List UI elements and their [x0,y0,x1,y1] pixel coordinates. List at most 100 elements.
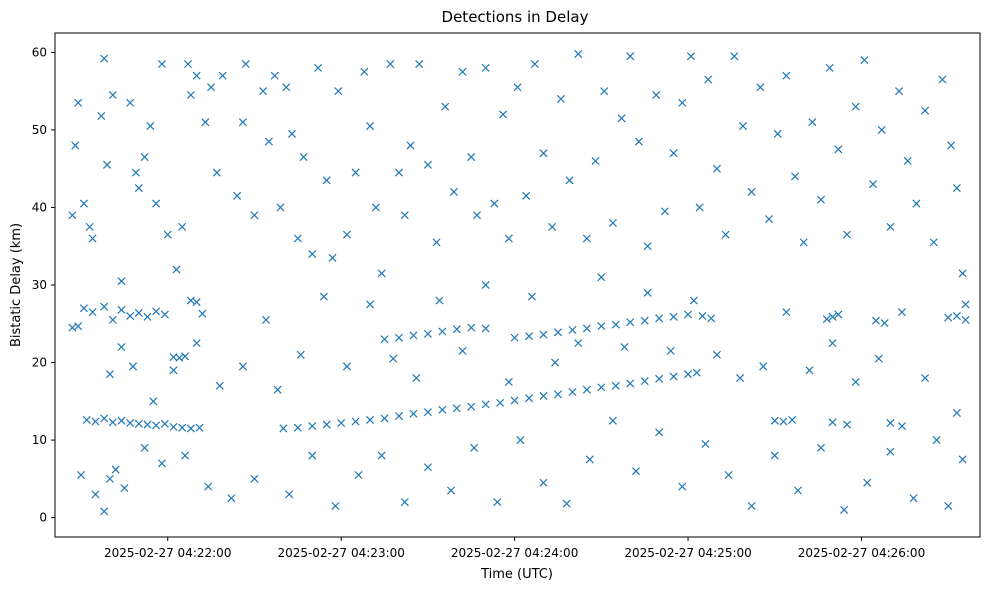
data-point [409,331,418,340]
data-point [877,125,886,134]
data-point [764,215,774,224]
data-point [97,111,106,120]
data-point [808,118,817,127]
data-point [793,486,802,495]
x-tick-label: 2025-02-27 04:23:00 [277,546,404,560]
data-point [747,187,756,196]
data-point [556,94,565,103]
data-point [944,501,953,511]
data-point [481,324,490,333]
data-point [299,153,308,162]
data-point [183,59,192,69]
data-point [100,302,109,311]
data-point [496,398,505,407]
data-point [712,350,721,359]
y-tick-label: 10 [32,433,47,447]
data-point [611,320,620,329]
data-point [181,352,190,361]
data-point [591,156,600,165]
data-point [261,315,271,324]
data-point [467,323,476,332]
data-point [828,339,837,348]
data-point [886,418,895,428]
data-point [432,238,441,247]
data-point [322,176,331,185]
data-point [91,490,100,499]
data-point [493,498,502,507]
data-point [172,265,181,274]
data-point [415,59,424,69]
data-point [100,54,109,63]
data-point [551,358,560,367]
data-point [568,325,577,334]
data-point [597,322,606,331]
data-point [947,141,956,150]
data-point [452,325,461,334]
data-point [163,230,172,239]
data-point [276,203,285,212]
data-point [74,322,83,331]
data-point [438,327,447,336]
data-point [958,269,967,278]
data-point [597,273,606,282]
data-point [103,160,112,169]
data-point [736,374,745,383]
data-point [582,324,591,333]
data-point [446,486,456,495]
data-point [308,249,317,259]
data-point [423,329,432,338]
data-point [134,184,143,193]
data-point [108,418,117,427]
data-point [721,230,730,239]
data-point [152,421,161,430]
data-point [860,56,869,65]
data-point [712,164,721,173]
data-point [293,234,302,243]
data-point [701,439,710,448]
data-point [834,145,843,154]
data-point [178,222,187,231]
data-point [759,362,768,371]
data-point [779,417,788,426]
data-point [394,168,404,177]
x-tick-label: 2025-02-27 04:26:00 [798,546,925,560]
data-point [270,71,279,80]
data-point [912,199,921,208]
data-point [68,323,77,332]
data-point [730,52,739,61]
data-point [490,199,499,208]
data-point [522,191,531,200]
chart-title: Detections in Delay [442,8,589,26]
data-point [655,374,664,383]
data-point [386,59,395,69]
data-point [626,52,635,61]
data-point [782,308,791,317]
data-point [105,370,114,379]
data-point [895,87,904,96]
data-point [389,354,398,363]
data-point [201,118,210,127]
data-point [574,49,583,58]
data-point [539,391,548,400]
x-tick-label: 2025-02-27 04:25:00 [624,546,751,560]
data-point [851,377,860,386]
data-point [597,383,606,392]
data-point [215,381,224,390]
data-point [207,83,216,92]
data-point [241,59,250,69]
data-point [678,98,687,107]
data-point [334,87,343,96]
data-point [218,71,227,80]
data-point [250,474,259,483]
data-point [134,308,143,317]
data-point [452,404,461,413]
data-point [704,75,713,84]
data-point [467,153,476,162]
data-point [770,451,779,460]
data-point [689,296,698,305]
data-point [328,253,337,262]
data-point [88,234,97,243]
data-point [958,455,967,464]
data-point [126,311,135,321]
